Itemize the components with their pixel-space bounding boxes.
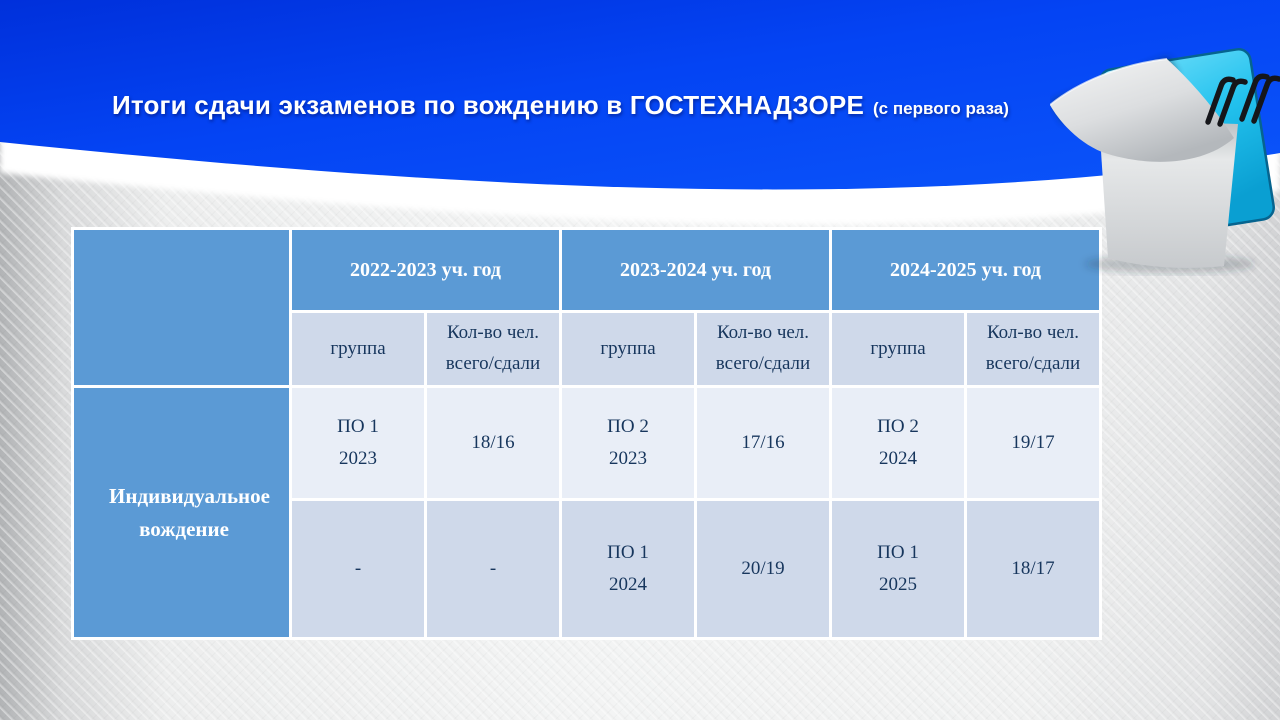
subheader-group-3: группа (832, 313, 964, 385)
subheader-text: группа (330, 337, 386, 359)
row-label-individual-driving: Индивидуальное вождение (74, 388, 289, 637)
slide-title-note: (с первого раза) (873, 99, 1009, 118)
exam-results-table: 2022-2023 уч. год 2023-2024 уч. год 2024… (71, 227, 1102, 640)
row-label-line: вождение (139, 516, 229, 541)
cell-2023-group-2: ПО 1 2024 (562, 501, 694, 637)
slide-title-main: Итоги сдачи экзаменов по вождению в ГОСТ… (112, 90, 865, 120)
subheader-count-2: Кол-во чел. всего/сдали (697, 313, 829, 385)
year-header-2023-2024: 2023-2024 уч. год (562, 230, 829, 310)
table-row: - - ПО 1 2024 20/19 ПО 1 2025 18/17 (74, 501, 1099, 637)
subheader-text: всего/сдали (715, 353, 811, 374)
subheader-text: Кол-во чел. (986, 322, 1080, 344)
subheader-text: всего/сдали (445, 353, 541, 374)
subheader-text: группа (870, 337, 926, 359)
subheader-text: Кол-во чел. (716, 322, 810, 344)
year-header-2022-2023: 2022-2023 уч. год (292, 230, 559, 310)
slide-title: Итоги сдачи экзаменов по вождению в ГОСТ… (112, 90, 1009, 121)
subheader-text: Кол-во чел. (446, 322, 540, 344)
cell-2022-group-2: - (292, 501, 424, 637)
cell-2023-count-1: 17/16 (697, 388, 829, 498)
cell-2022-count-2: - (427, 501, 559, 637)
cell-2023-group-1: ПО 2 2023 (562, 388, 694, 498)
cell-2023-count-2: 20/19 (697, 501, 829, 637)
table-row: Индивидуальное вождение ПО 1 2023 18/16 … (74, 388, 1099, 637)
cell-2024-count-2: 18/17 (967, 501, 1099, 637)
cell-2022-group-1: ПО 1 2023 (292, 388, 424, 498)
cell-2022-count-1: 18/16 (427, 388, 559, 498)
subheader-group-1: группа (292, 313, 424, 385)
table-corner-cell (74, 230, 289, 385)
subheader-count-1: Кол-во чел. всего/сдали (427, 313, 559, 385)
year-header-2024-2025: 2024-2025 уч. год (832, 230, 1099, 310)
subheader-text: всего/сдали (985, 353, 1081, 374)
cell-2024-count-1: 19/17 (967, 388, 1099, 498)
notepad-icon (1050, 48, 1280, 273)
row-label-line: Индивидуальное (109, 483, 270, 508)
subheader-text: группа (600, 337, 656, 359)
subheader-group-2: группа (562, 313, 694, 385)
cell-2024-group-2: ПО 1 2025 (832, 501, 964, 637)
cell-2024-group-1: ПО 2 2024 (832, 388, 964, 498)
subheader-count-3: Кол-во чел. всего/сдали (967, 313, 1099, 385)
